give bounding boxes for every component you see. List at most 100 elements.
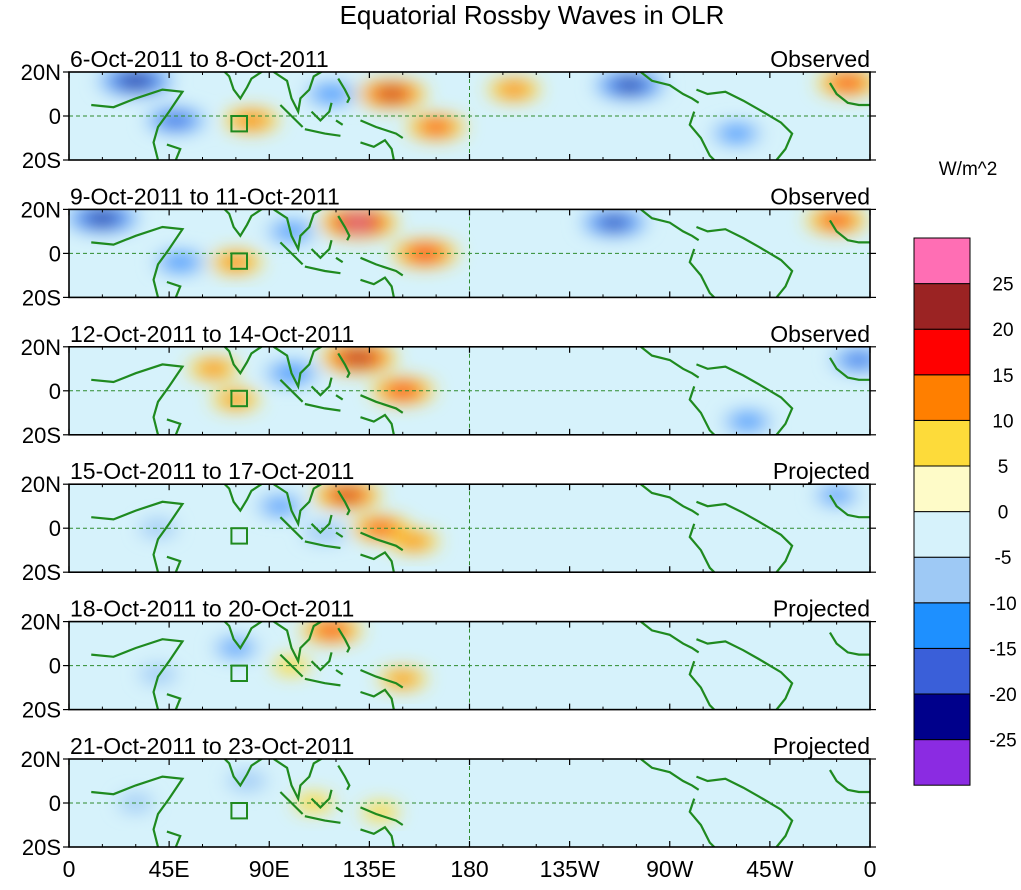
coastline: [279, 379, 304, 403]
anomaly-contour: [119, 74, 152, 88]
panel-status: Projected: [773, 458, 870, 484]
x-tick-label: 90E: [249, 856, 290, 882]
coastline: [360, 119, 404, 139]
anomaly-contour: [342, 351, 375, 365]
x-tick-label: 0: [63, 856, 76, 882]
coastline: [360, 413, 395, 435]
colorbar-label: 5: [998, 457, 1009, 478]
y-tick-label: 20N: [21, 335, 61, 360]
y-tick-label: 0: [49, 791, 61, 816]
coastline: [91, 500, 185, 573]
panel-plot-area: [69, 484, 870, 573]
coastline: [360, 256, 404, 277]
anomaly-contour: [422, 121, 450, 133]
panel-status: Observed: [770, 46, 870, 72]
coastline: [335, 806, 344, 813]
coastline: [223, 209, 264, 238]
y-tick-label: 0: [49, 654, 61, 679]
colorbar-label: -5: [995, 548, 1012, 569]
anomaly-contour: [386, 384, 419, 398]
coastline: [273, 346, 324, 390]
x-tick-label: 135W: [540, 856, 600, 882]
y-tick-label: 20S: [22, 835, 61, 860]
coastline: [360, 806, 404, 826]
anomaly-field: [188, 346, 870, 433]
panel-status: Observed: [770, 183, 870, 209]
y-tick-label: 0: [49, 516, 61, 541]
coastline: [337, 490, 351, 516]
coastline: [696, 500, 794, 573]
anomaly-contour: [302, 522, 347, 543]
coastline: [360, 550, 395, 573]
anomaly-contour: [87, 212, 118, 224]
coastline: [829, 82, 870, 107]
anomaly-contour: [232, 112, 271, 129]
coastline: [335, 669, 344, 676]
anomaly-contour: [161, 114, 191, 127]
coastline: [337, 78, 351, 104]
anomaly-contour: [218, 254, 254, 270]
x-tick-label: 0: [864, 856, 877, 882]
colorbar-label: -25: [989, 731, 1016, 752]
anomaly-contour: [227, 771, 267, 791]
colorbar-units: W/m^2: [939, 159, 998, 180]
coastline: [696, 225, 794, 298]
panel-plot-area: [69, 759, 870, 847]
coastlines: [91, 484, 870, 573]
panel-plot-area: [69, 209, 870, 298]
coastline: [304, 815, 341, 824]
anomaly-contour: [822, 214, 852, 227]
anomaly-contour: [265, 499, 296, 513]
coastline: [91, 638, 185, 710]
y-tick-label: 20S: [22, 560, 61, 585]
panel-date-range: 21-Oct-2011 to 23-Oct-2011: [70, 733, 354, 759]
coastline: [335, 394, 344, 401]
coastlines: [91, 72, 870, 160]
coastline: [688, 798, 716, 847]
coastline: [166, 418, 182, 435]
coastline: [279, 791, 304, 815]
coastline: [337, 765, 351, 791]
anomaly-contour: [397, 534, 431, 549]
x-tick-label: 90W: [646, 856, 694, 882]
colorbar-swatch: [913, 647, 971, 695]
y-tick-label: 20N: [21, 610, 61, 635]
coastline: [640, 759, 700, 791]
x-tick-label: 180: [450, 856, 488, 882]
coastline: [640, 72, 700, 104]
anomaly-contour: [348, 218, 369, 227]
coastline: [829, 357, 870, 381]
region-box: [230, 252, 249, 270]
panel-2: 20N 0 20S 9-Oct-2011 to 11-Oct-2011 Observed: [21, 183, 876, 310]
coastline: [360, 825, 395, 847]
coastline: [640, 484, 700, 516]
anomaly-contour: [314, 86, 350, 102]
coastline: [688, 248, 716, 298]
anomaly-contour: [361, 802, 400, 821]
colorbar-swatch: [913, 465, 971, 513]
anomaly-contour: [162, 254, 198, 270]
y-tick-label: 20N: [21, 197, 61, 222]
x-tick-label: 45W: [746, 856, 794, 882]
anomaly-contour: [221, 393, 251, 407]
y-tick-label: 0: [49, 379, 61, 404]
coastline: [223, 346, 264, 376]
coastline: [304, 265, 341, 275]
anomaly-contour: [379, 89, 404, 99]
colorbar-label: 0: [998, 503, 1009, 524]
panel-status: Projected: [773, 733, 870, 759]
y-tick-label: 20S: [22, 148, 61, 173]
y-tick-label: 20N: [21, 60, 61, 85]
anomaly-contour: [294, 793, 334, 813]
coastline: [337, 627, 351, 653]
colorbar-label: 25: [992, 275, 1013, 296]
coastline: [273, 484, 324, 528]
y-tick-label: 20S: [22, 285, 61, 310]
colorbar-swatch: [913, 283, 971, 330]
coastline: [829, 494, 870, 519]
colorbar-swatch: [913, 739, 971, 786]
colorbar-swatch: [913, 237, 971, 285]
coastline: [223, 759, 264, 788]
y-tick-label: 20N: [21, 747, 61, 772]
chart-title: Equatorial Rossby Waves in OLR: [340, 0, 725, 30]
